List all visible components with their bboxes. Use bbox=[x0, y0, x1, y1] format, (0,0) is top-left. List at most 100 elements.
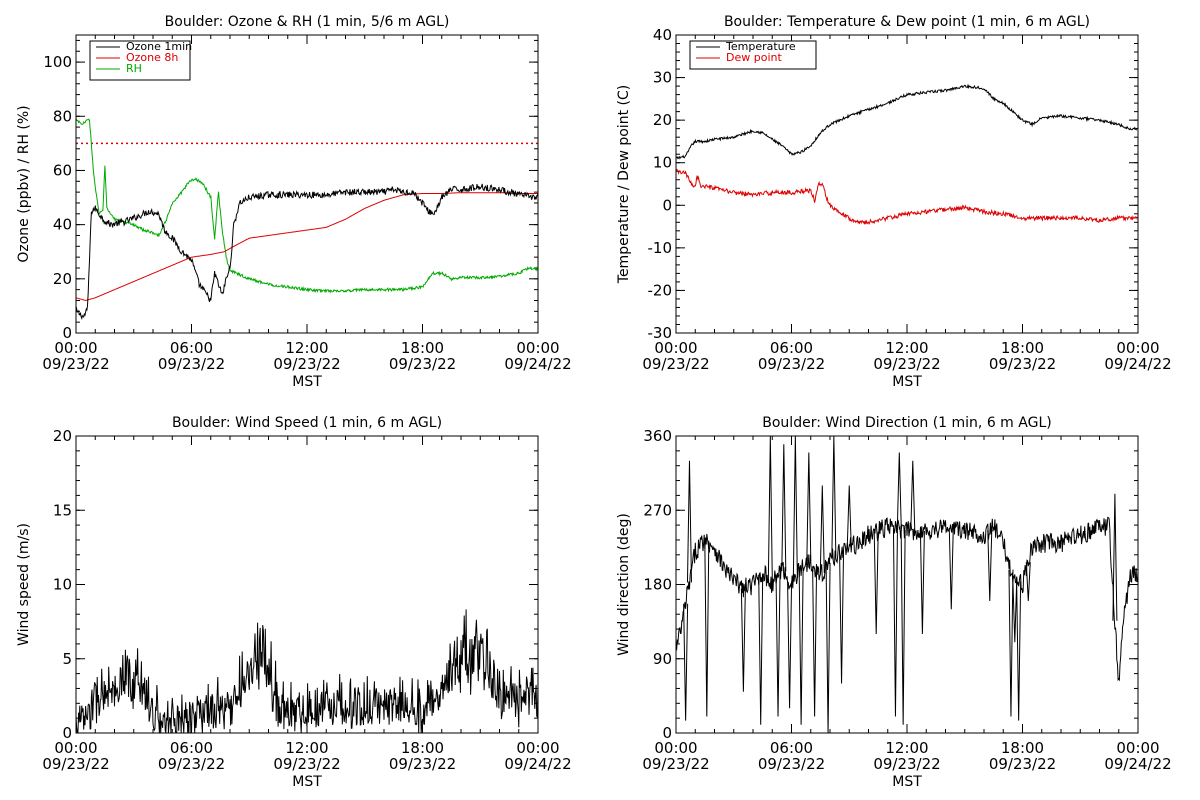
x-tick-label-date: 09/23/22 bbox=[642, 355, 709, 373]
x-tick-label-date: 09/23/22 bbox=[158, 755, 225, 773]
x-axis-label: MST bbox=[292, 774, 322, 790]
legend-entry: RH bbox=[126, 62, 142, 75]
y-tick-label: 20 bbox=[653, 111, 672, 129]
direction-spike bbox=[792, 436, 798, 578]
x-tick-label-time: 00:00 bbox=[516, 339, 559, 357]
direction-spike bbox=[1008, 569, 1014, 717]
x-tick-label-date: 09/23/22 bbox=[873, 355, 940, 373]
direction-spike bbox=[781, 444, 787, 572]
direction-spike bbox=[987, 530, 993, 602]
x-tick-label-date: 09/23/22 bbox=[42, 355, 109, 373]
x-tick-label-date: 09/23/22 bbox=[758, 355, 825, 373]
x-tick-label-time: 18:00 bbox=[401, 739, 444, 757]
x-tick-label-date: 09/23/22 bbox=[642, 755, 709, 773]
x-tick-label-date: 09/23/22 bbox=[989, 755, 1056, 773]
direction-spike bbox=[740, 588, 746, 692]
legend-entry: Dew point bbox=[726, 51, 782, 64]
direction-spike bbox=[846, 485, 852, 548]
y-tick-label: 0 bbox=[62, 324, 72, 342]
direction-spike bbox=[1025, 562, 1031, 602]
chart-title: Boulder: Wind Direction (1 min, 6 m AGL) bbox=[762, 415, 1051, 431]
x-tick-label-time: 06:00 bbox=[170, 739, 213, 757]
direction-spike bbox=[900, 530, 906, 725]
legend-entry: Ozone 8h bbox=[126, 51, 178, 64]
plot-frame bbox=[75, 435, 539, 734]
y-tick-label: -30 bbox=[648, 324, 673, 342]
direction-spike bbox=[758, 574, 764, 725]
x-tick-label-time: 00:00 bbox=[654, 739, 697, 757]
y-tick-label: 40 bbox=[53, 216, 72, 234]
x-tick-label-time: 00:00 bbox=[54, 739, 97, 757]
x-tick-label-time: 00:00 bbox=[654, 339, 697, 357]
y-tick-label: 5 bbox=[62, 650, 72, 668]
x-tick-label-date: 09/24/22 bbox=[1104, 355, 1171, 373]
direction-spike bbox=[787, 581, 793, 709]
x-tick-label-date: 09/23/22 bbox=[873, 755, 940, 773]
y-tick-label: 360 bbox=[643, 427, 672, 445]
x-tick-label-date: 09/23/22 bbox=[42, 755, 109, 773]
y-axis-label: Wind direction (deg) bbox=[616, 513, 632, 656]
y-tick-label: 60 bbox=[53, 161, 72, 179]
direction-spike bbox=[919, 530, 925, 635]
plot-area bbox=[676, 83, 1138, 226]
x-tick-label-date: 09/23/22 bbox=[273, 755, 340, 773]
x-axis-label: MST bbox=[892, 374, 922, 390]
x-tick-label-time: 00:00 bbox=[516, 739, 559, 757]
y-tick-label: 10 bbox=[53, 576, 72, 594]
plot-area bbox=[76, 609, 538, 733]
y-tick-label: 30 bbox=[653, 69, 672, 87]
direction-spike bbox=[873, 531, 879, 635]
y-tick-label: 270 bbox=[643, 501, 672, 519]
x-tick-label-time: 06:00 bbox=[170, 339, 213, 357]
x-tick-label-date: 09/23/22 bbox=[158, 355, 225, 373]
direction-spike bbox=[686, 460, 692, 583]
direction-spike bbox=[819, 485, 825, 573]
series-line-rh bbox=[76, 118, 538, 294]
direction-spike bbox=[1112, 493, 1118, 621]
direction-spike bbox=[839, 550, 845, 684]
direction-spike bbox=[831, 436, 837, 557]
chart-title: Boulder: Temperature & Dew point (1 min,… bbox=[724, 14, 1090, 30]
x-tick-label-date: 09/23/22 bbox=[389, 355, 456, 373]
x-tick-label-date: 09/23/22 bbox=[989, 355, 1056, 373]
y-axis-label: Wind speed (m/s) bbox=[16, 523, 32, 646]
y-tick-label: 100 bbox=[43, 53, 72, 71]
x-tick-label-time: 00:00 bbox=[54, 339, 97, 357]
direction-spike bbox=[948, 527, 954, 610]
x-tick-label-time: 12:00 bbox=[285, 339, 328, 357]
x-tick-label-time: 12:00 bbox=[885, 739, 928, 757]
x-axis-label: MST bbox=[892, 774, 922, 790]
x-tick-label-date: 09/23/22 bbox=[389, 755, 456, 773]
x-tick-label-date: 09/23/22 bbox=[273, 355, 340, 373]
y-axis-label: Ozone (ppbv) / RH (%) bbox=[16, 105, 32, 262]
plot-area bbox=[76, 118, 538, 321]
chart-title: Boulder: Wind Speed (1 min, 6 m AGL) bbox=[172, 415, 442, 431]
y-tick-label: 180 bbox=[643, 576, 672, 594]
x-tick-label-time: 06:00 bbox=[770, 339, 813, 357]
series-line-wind_speed bbox=[76, 609, 538, 733]
direction-spike bbox=[775, 574, 781, 717]
y-tick-label: 20 bbox=[53, 270, 72, 288]
series-line-ozone-1min bbox=[76, 183, 538, 321]
series-line-wind_direction bbox=[676, 516, 1138, 682]
direction-spike bbox=[812, 566, 818, 717]
y-tick-label: 15 bbox=[53, 501, 72, 519]
y-tick-label: -10 bbox=[648, 239, 673, 257]
x-tick-label-date: 09/24/22 bbox=[504, 755, 571, 773]
x-tick-label-time: 18:00 bbox=[401, 339, 444, 357]
x-tick-label-time: 18:00 bbox=[1001, 339, 1044, 357]
legend-entry: Ozone 1min bbox=[126, 40, 192, 53]
y-tick-label: 0 bbox=[662, 196, 672, 214]
direction-spike bbox=[825, 563, 831, 733]
chart-wind_speed: Boulder: Wind Speed (1 min, 6 m AGL) 0 5 10… bbox=[16, 415, 572, 790]
direction-spike bbox=[683, 603, 689, 721]
direction-spike bbox=[1012, 577, 1018, 643]
series-line-temperature bbox=[676, 83, 1138, 160]
x-tick-label-time: 12:00 bbox=[885, 339, 928, 357]
x-tick-label-time: 18:00 bbox=[1001, 739, 1044, 757]
series-line-ozone-8h bbox=[76, 192, 538, 302]
chart-temp_dew: Boulder: Temperature & Dew point (1 min,… bbox=[616, 14, 1172, 390]
y-tick-label: 90 bbox=[653, 650, 672, 668]
chart-ozone_rh: Boulder: Ozone & RH (1 min, 5/6 m AGL) 0 2… bbox=[16, 14, 572, 390]
